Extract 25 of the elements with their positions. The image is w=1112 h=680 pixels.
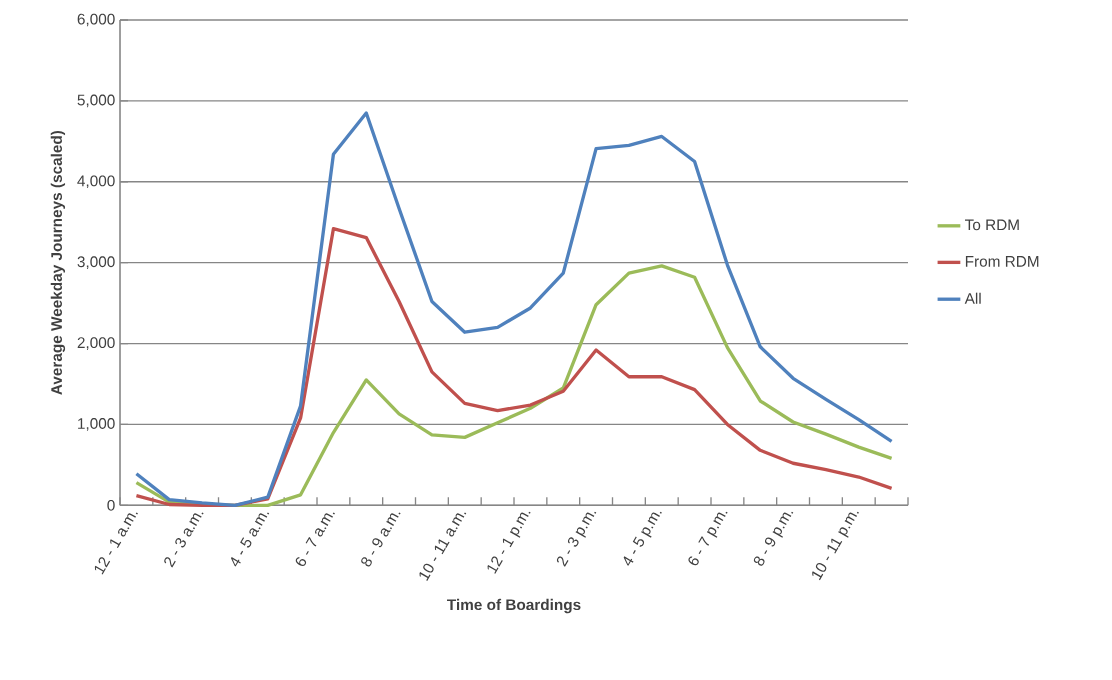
- x-tick-label: 4 - 5 p.m.: [623, 511, 662, 566]
- x-tick-label: 6 - 7 a.m.: [295, 512, 335, 567]
- legend-label: To RDM: [965, 219, 1019, 231]
- legend-label: From RDM: [965, 256, 1039, 267]
- x-tick-label: 2 - 3 p.m.: [556, 511, 597, 567]
- y-tick-label: 6,000: [77, 13, 115, 27]
- x-tick-label: 12 - 1 p.m.: [487, 511, 531, 574]
- x-tick-label: 4 - 5 a.m.: [231, 512, 270, 567]
- y-tick-label: 4,000: [77, 175, 115, 189]
- y-tick-label: 3,000: [77, 256, 115, 269]
- x-tick-label: 2 - 3 a.m.: [164, 512, 204, 568]
- y-tick-label: 0: [107, 499, 115, 511]
- y-axis-title: Average Weekday Journeys (scaled): [50, 130, 66, 395]
- y-tick-label: 1,000: [78, 418, 115, 431]
- x-tick-label: 12 - 1 a.m.: [94, 512, 138, 575]
- legend-label: All: [964, 292, 981, 304]
- line-series: [134, 111, 894, 507]
- y-tick-label: 2,000: [77, 337, 115, 350]
- x-axis-title: Time of Boardings: [447, 598, 581, 614]
- x-tick-label: 6 - 7 p.m.: [688, 511, 728, 566]
- x-tick-label: 10 - 11 a.m.: [419, 512, 467, 581]
- x-tick-label: 10 - 11 p.m.: [812, 511, 859, 581]
- y-tick-label: 5,000: [77, 94, 115, 108]
- x-tick-label: 8 - 9 a.m.: [361, 512, 401, 567]
- x-tick-label: 8 - 9 p.m.: [753, 511, 794, 566]
